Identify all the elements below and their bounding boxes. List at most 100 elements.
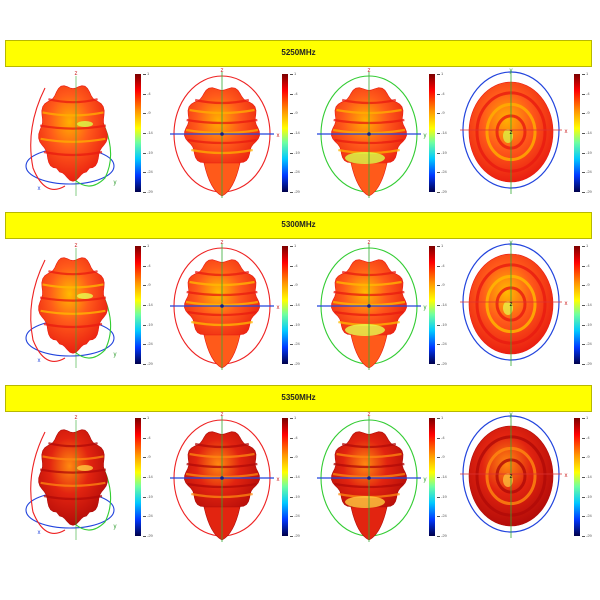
z-axis-label: z bbox=[75, 71, 78, 77]
colorbar-tick-label: -4 bbox=[294, 90, 298, 96]
frequency-label: 5300MHz bbox=[281, 220, 316, 229]
horizontal-axis-label: y bbox=[424, 133, 427, 139]
colorbar-tick-label: -4 bbox=[586, 262, 590, 268]
radiation-lobe bbox=[38, 257, 108, 354]
colorbar-tick-label: -14 bbox=[586, 474, 592, 479]
colorbar-tick-label: 1 bbox=[294, 71, 297, 76]
y-axis-label: y bbox=[510, 412, 513, 418]
frequency-banner: 5300MHz bbox=[5, 212, 592, 239]
x-axis-label: x bbox=[38, 186, 41, 192]
vertical-axis-label: z bbox=[368, 68, 371, 74]
colorbar-tick-label: -4 bbox=[441, 90, 445, 96]
colorbar-tick-label: -29 bbox=[586, 533, 592, 538]
colorbar-ticks: 1 -4 -9 -14 -19 -24 -29 bbox=[290, 243, 300, 366]
lobe-band bbox=[42, 455, 104, 461]
colorbar-tick-label: 1 bbox=[586, 71, 589, 76]
colorbar-tick-label: -19 bbox=[441, 321, 447, 327]
colorbar-tick-label: -29 bbox=[294, 189, 300, 194]
colorbar-tick-label: -4 bbox=[147, 434, 151, 440]
colorbar-tick-label: -24 bbox=[441, 513, 447, 519]
pattern-row: z x y 1 -4 -9 -14 -19 -24 -29 z x 1 -4 -9 -14 -19 -24 -29 z… bbox=[0, 240, 600, 400]
lobe-band bbox=[43, 494, 103, 501]
vertical-axis-label: z bbox=[368, 240, 371, 246]
colorbar bbox=[574, 246, 580, 364]
pattern-view: z y x 1 -4 -9 -14 -19 -24 -29 bbox=[446, 68, 596, 228]
lobe-highlight bbox=[503, 129, 513, 143]
colorbar-tick-label: -9 bbox=[586, 110, 590, 116]
xz-plane-ring bbox=[30, 259, 66, 362]
y-axis-label: y bbox=[510, 68, 513, 74]
xz-plane-ring bbox=[30, 87, 66, 190]
colorbar-tick-label: -4 bbox=[294, 434, 298, 440]
radiation-lobe bbox=[38, 429, 108, 526]
lobe-band bbox=[43, 150, 103, 157]
colorbar-ticks: 1 -4 -9 -14 -19 -24 -29 bbox=[582, 71, 592, 194]
colorbar-tick-label: -24 bbox=[441, 169, 447, 175]
pattern-view: z x y 1 -4 -9 -14 -19 -24 -29 bbox=[5, 68, 155, 228]
colorbar-ticks: 1 -4 -9 -14 -19 -24 -29 bbox=[437, 415, 447, 538]
lobe-highlight bbox=[77, 121, 93, 127]
colorbar-tick-label: -29 bbox=[441, 533, 447, 538]
z-axis-label: z bbox=[75, 415, 78, 421]
colorbar-tick-label: -19 bbox=[586, 149, 592, 155]
colorbar bbox=[429, 418, 435, 536]
colorbar-ticks: 1 -4 -9 -14 -19 -24 -29 bbox=[437, 71, 447, 194]
colorbar-ticks: 1 -4 -9 -14 -19 -24 -29 bbox=[143, 243, 153, 366]
pattern-row: z x y 1 -4 -9 -14 -19 -24 -29 z x 1 -4 -9 -14 -19 -24 -29 z… bbox=[0, 68, 600, 228]
colorbar-tick-label: -4 bbox=[441, 434, 445, 440]
pattern-plot: z x y bbox=[25, 71, 117, 196]
lobe-band bbox=[39, 468, 107, 474]
colorbar bbox=[574, 418, 580, 536]
lobe-highlight bbox=[345, 496, 385, 508]
pattern-view: z x 1 -4 -9 -14 -19 -24 -29 bbox=[152, 68, 302, 228]
pattern-plot: zy bbox=[317, 240, 427, 370]
colorbar-tick-label: -4 bbox=[147, 262, 151, 268]
pattern-row: z x y 1 -4 -9 -14 -19 -24 -29 z x 1 -4 -9 -14 -19 -24 -29 z… bbox=[0, 412, 600, 572]
colorbar bbox=[282, 418, 288, 536]
lobe-highlight bbox=[503, 473, 513, 487]
pattern-plot: zx bbox=[170, 240, 280, 370]
colorbar-tick-label: -9 bbox=[441, 110, 445, 116]
colorbar-tick-label: -29 bbox=[586, 361, 592, 366]
lobe-highlight bbox=[345, 324, 385, 336]
colorbar-tick-label: -24 bbox=[147, 169, 153, 175]
colorbar-tick-label: -9 bbox=[294, 454, 298, 460]
pattern-plot: z y x bbox=[460, 240, 568, 366]
x-axis-label: x bbox=[38, 530, 41, 536]
colorbar-tick-label: -19 bbox=[294, 493, 300, 499]
colorbar-tick-label: -19 bbox=[441, 493, 447, 499]
colorbar-tick-label: -14 bbox=[586, 302, 592, 307]
colorbar-tick-label: -14 bbox=[294, 302, 300, 307]
colorbar-tick-label: -14 bbox=[294, 474, 300, 479]
lobe-band bbox=[43, 322, 103, 329]
colorbar-tick-label: -14 bbox=[294, 130, 300, 135]
lobe-band bbox=[40, 137, 106, 143]
colorbar-tick-label: -4 bbox=[147, 90, 151, 96]
colorbar bbox=[282, 74, 288, 192]
colorbar-tick-label: -4 bbox=[441, 262, 445, 268]
colorbar bbox=[429, 246, 435, 364]
pattern-view: z x 1 -4 -9 -14 -19 -24 -29 bbox=[152, 412, 302, 572]
colorbar-tick-label: -29 bbox=[294, 533, 300, 538]
colorbar-tick-label: -14 bbox=[147, 130, 153, 135]
colorbar-tick-label: -4 bbox=[586, 434, 590, 440]
horizontal-axis-label: y bbox=[424, 305, 427, 311]
pattern-plot: z y x bbox=[460, 68, 568, 194]
pattern-view: z y 1 -4 -9 -14 -19 -24 -29 bbox=[299, 240, 449, 400]
z-axis-label: z bbox=[510, 302, 513, 308]
lobe-highlight bbox=[77, 465, 93, 471]
colorbar-tick-label: -9 bbox=[586, 282, 590, 288]
x-axis-label: x bbox=[38, 358, 41, 364]
vertical-axis-label: z bbox=[368, 412, 371, 418]
colorbar-tick-label: -19 bbox=[147, 321, 153, 327]
frequency-banner: 5250MHz bbox=[5, 40, 592, 67]
colorbar-tick-label: -29 bbox=[147, 361, 153, 366]
z-axis-label: z bbox=[510, 130, 513, 136]
colorbar-tick-label: -14 bbox=[441, 302, 447, 307]
y-axis-label: y bbox=[114, 180, 117, 186]
colorbar-tick-label: -14 bbox=[147, 474, 153, 479]
colorbar-tick-label: 1 bbox=[441, 71, 444, 76]
horizontal-axis-label: x bbox=[277, 477, 280, 483]
origin-marker bbox=[367, 132, 371, 136]
colorbar-tick-label: -14 bbox=[441, 130, 447, 135]
